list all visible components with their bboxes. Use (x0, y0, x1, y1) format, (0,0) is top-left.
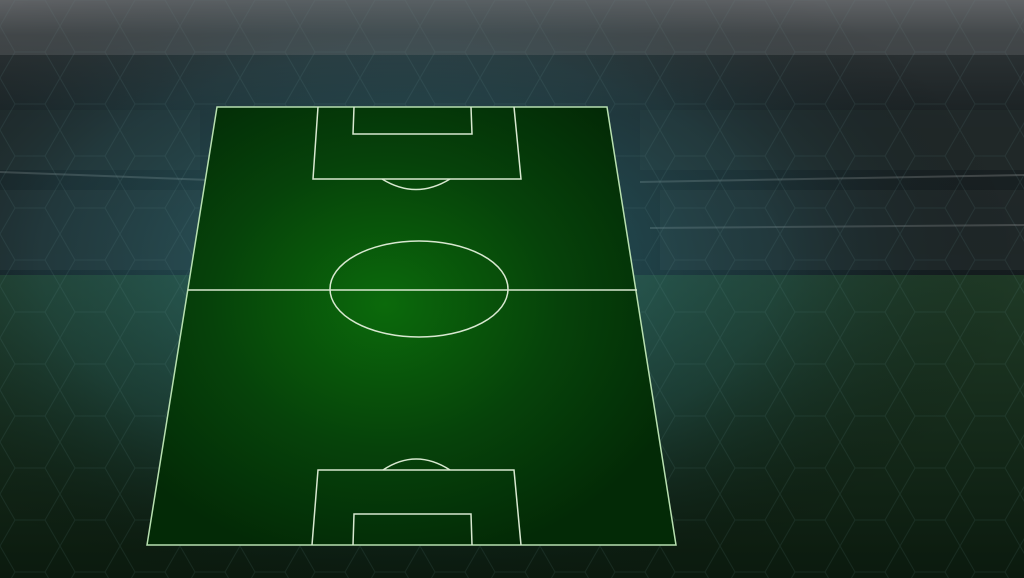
pitch (146, 106, 677, 546)
center-circle (329, 240, 509, 338)
top-penalty-arc (381, 178, 451, 191)
bottom-penalty-box (311, 469, 522, 546)
top-bar (0, 0, 1024, 55)
bottom-penalty-arc (382, 458, 451, 471)
top-goal-area (352, 106, 473, 135)
bottom-goal-area (352, 513, 473, 546)
pitch-outline (146, 106, 677, 546)
top-penalty-box (312, 106, 522, 180)
